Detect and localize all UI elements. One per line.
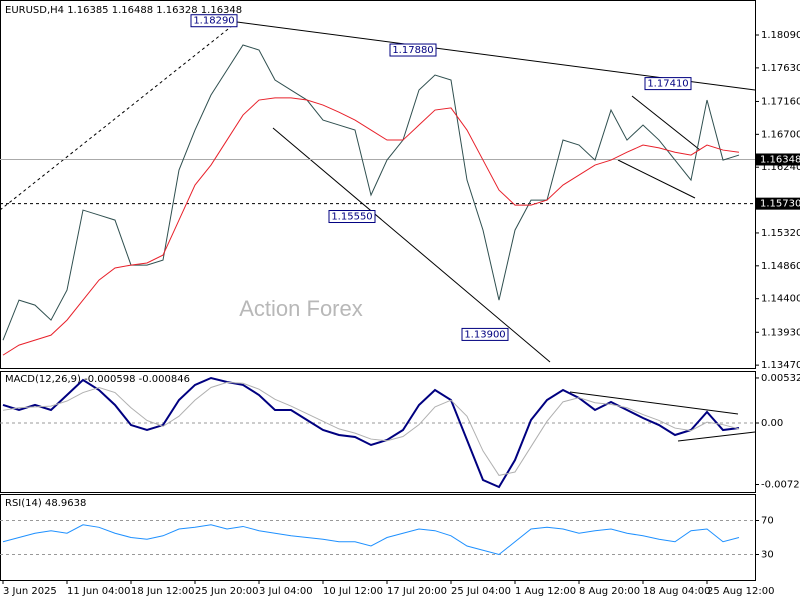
x-tick-label: 18 Jun 12:00 (131, 586, 195, 597)
x-tick-label: 8 Aug 20:00 (579, 586, 640, 597)
price-panel (0, 0, 756, 369)
x-tick-label: 25 Aug 12:00 (707, 586, 774, 597)
series-line (2, 381, 740, 476)
series-line (2, 524, 740, 556)
y-tick-label: 70 (761, 516, 774, 527)
y-tick-label: 0.00 (761, 418, 783, 429)
series-line (2, 376, 740, 489)
macd-panel (0, 371, 756, 493)
annotation-box (644, 77, 692, 91)
annotation-box (190, 14, 238, 28)
y-tick-label: 1.16240 (761, 162, 800, 173)
annotation-box (328, 210, 376, 224)
annotation-box (461, 327, 509, 341)
y-tick-label: 0.005325 (761, 373, 800, 384)
trend-line (617, 159, 696, 199)
annotation-label: 1.17880 (392, 45, 433, 56)
rsi-panel (0, 494, 756, 581)
y-tick-label: 1.17630 (761, 63, 800, 74)
annotation-label: 1.18290 (193, 16, 234, 27)
x-tick-label: 10 Jul 12:00 (323, 586, 383, 597)
trend-line (0, 21, 238, 211)
y-tick-label: 1.15320 (761, 228, 800, 239)
trend-line (677, 431, 756, 442)
y-tick-label: 1.16700 (761, 129, 800, 140)
price-label-box (756, 197, 800, 210)
y-tick-label: 1.13470 (761, 360, 800, 371)
trend-line (272, 127, 551, 363)
annotation-label: 1.13900 (464, 329, 505, 340)
y-tick-label: 1.17160 (761, 96, 800, 107)
x-tick-label: 3 Jul 04:00 (259, 586, 313, 597)
x-tick-label: 3 Jun 2025 (3, 586, 57, 597)
rsi-title: RSI(14) 48.9638 (5, 498, 86, 509)
macd-title: MACD(12,26,9) -0.000598 -0.000846 (5, 374, 190, 385)
annotation-label: 1.15550 (331, 212, 372, 223)
y-tick-label: 1.13930 (761, 327, 800, 338)
watermark: Action Forex (239, 296, 363, 321)
x-tick-label: 11 Jun 04:00 (67, 586, 131, 597)
trend-line (569, 391, 739, 415)
price-label-box (756, 153, 800, 166)
series-line (2, 44, 740, 341)
annotation-label: 1.17410 (647, 79, 688, 90)
y-tick-label: 30 (761, 550, 774, 561)
annotation-box (389, 43, 437, 57)
x-tick-label: 25 Jul 04:00 (451, 586, 511, 597)
x-tick-label: 25 Jun 20:00 (195, 586, 259, 597)
y-tick-label: 1.14860 (761, 261, 800, 272)
x-tick-label: 17 Jul 20:00 (387, 586, 447, 597)
series-line (2, 97, 740, 356)
y-tick-label: 1.14400 (761, 294, 800, 305)
trend-line (631, 95, 701, 151)
price-title: EURUSD,H4 1.16385 1.16488 1.16328 1.1634… (5, 5, 242, 16)
x-tick-label: 1 Aug 12:00 (515, 586, 576, 597)
y-tick-label: 1.18090 (761, 30, 800, 41)
price-label: 1.16348 (760, 154, 800, 165)
price-label: 1.15730 (760, 199, 800, 210)
x-tick-label: 18 Aug 04:00 (643, 586, 710, 597)
y-tick-label: -0.007273 (761, 479, 800, 490)
